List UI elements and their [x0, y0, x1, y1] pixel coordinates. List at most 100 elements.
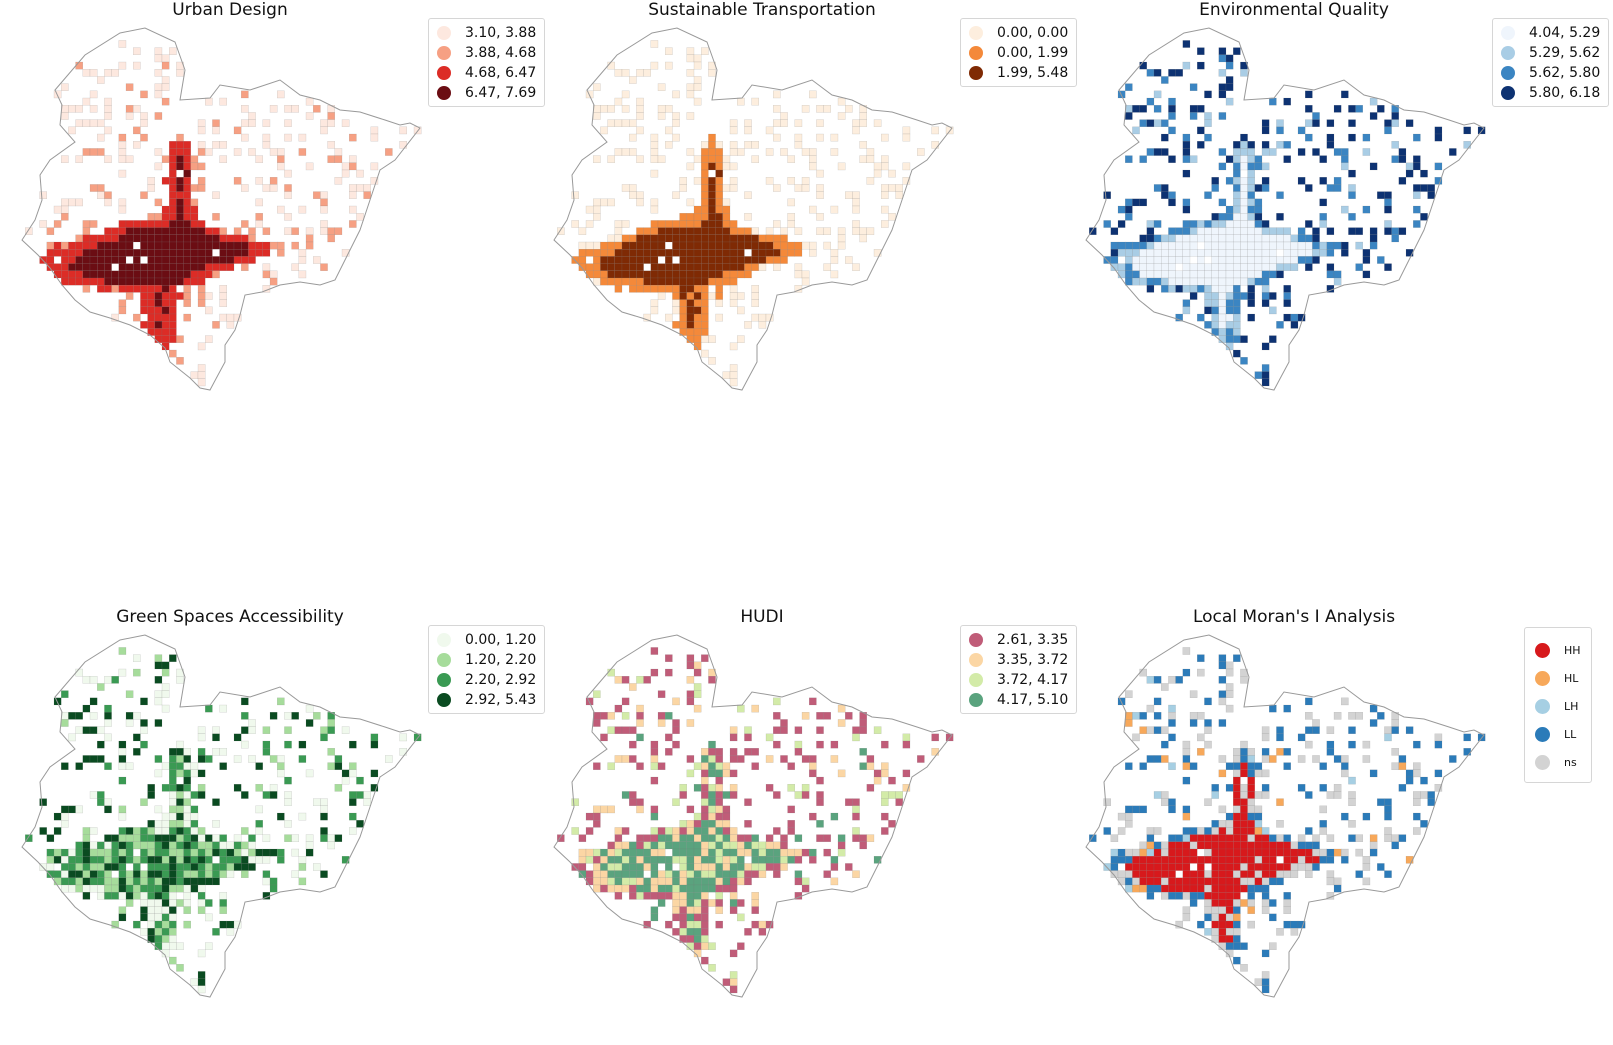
map-cell — [744, 863, 752, 871]
map-cell — [715, 285, 724, 293]
map-cell — [154, 292, 163, 300]
map-cell — [722, 256, 731, 264]
map-cell — [1168, 227, 1176, 236]
map-cell — [320, 220, 328, 228]
map-cell — [1261, 285, 1270, 293]
map-cell — [161, 83, 170, 91]
map-cell — [736, 942, 745, 951]
map-cell — [686, 313, 695, 322]
map-cell — [1232, 191, 1241, 200]
map-cell — [578, 870, 587, 879]
map-cell — [1391, 112, 1400, 120]
map-cell — [147, 299, 156, 308]
map-cell — [657, 690, 666, 698]
map-cell — [46, 248, 55, 257]
map-cell — [1384, 191, 1392, 200]
map-cell — [1132, 805, 1140, 814]
map-cell — [262, 184, 271, 192]
map-cell — [118, 241, 127, 250]
map-cell — [240, 104, 249, 113]
map-cell — [1377, 256, 1385, 264]
map-cell — [212, 726, 220, 734]
map-cell — [1297, 227, 1306, 236]
map-cell — [168, 848, 177, 857]
map-cell — [1139, 848, 1147, 857]
map-cell — [1341, 755, 1349, 763]
map-cell — [643, 270, 651, 279]
map-cell — [183, 155, 192, 164]
map-cell — [1304, 220, 1313, 228]
map-cell — [1384, 805, 1392, 814]
map-cell — [679, 313, 688, 322]
map-cell — [657, 220, 666, 228]
map-cell — [693, 220, 702, 228]
map-cell — [700, 942, 709, 951]
map-cell — [852, 198, 860, 207]
map-cell — [708, 863, 716, 871]
map-cell — [621, 148, 630, 156]
map-cell — [61, 719, 69, 727]
map-cell — [607, 726, 615, 734]
map-cell — [89, 220, 98, 228]
map-cell — [1204, 892, 1212, 900]
map-cell — [736, 292, 745, 300]
map-cell — [39, 798, 47, 807]
map-cell — [1182, 148, 1191, 156]
map-cell — [1160, 892, 1169, 900]
map-cell — [650, 263, 659, 272]
map-cell — [686, 906, 695, 915]
map-cell — [614, 277, 623, 286]
map-cell — [679, 256, 688, 264]
map-cell — [291, 848, 300, 857]
map-cell — [104, 877, 112, 886]
map-cell — [636, 112, 644, 120]
map-cell — [140, 928, 148, 936]
map-cell — [700, 277, 709, 286]
map-cell — [1146, 877, 1155, 886]
map-cell — [197, 906, 206, 915]
map-cell — [161, 935, 170, 943]
map-cell — [1391, 834, 1400, 843]
map-cell — [1449, 755, 1457, 763]
map-cell — [1218, 769, 1227, 778]
map-cell — [96, 76, 105, 84]
map-cell — [284, 834, 292, 843]
map-cell — [161, 855, 170, 864]
map-cell — [1232, 248, 1241, 257]
map-cell — [643, 313, 651, 322]
map-cell — [204, 704, 213, 713]
map-cell — [53, 827, 62, 835]
map-cell — [269, 241, 278, 250]
map-cell — [61, 690, 69, 698]
map-cell — [176, 148, 184, 156]
map-cell — [636, 762, 644, 771]
map-cell — [1175, 270, 1183, 279]
map-cell — [176, 277, 184, 286]
map-cell — [197, 342, 206, 351]
map-cell — [751, 762, 760, 771]
map-cell — [607, 877, 615, 886]
map-cell — [1211, 819, 1220, 828]
map-cell — [313, 191, 321, 200]
map-cell — [1204, 241, 1212, 250]
map-cell — [722, 877, 731, 886]
map-cell — [46, 863, 55, 871]
map-cell — [1348, 191, 1356, 200]
map-cell — [1290, 234, 1299, 243]
legend-label: 4.68, 6.47 — [465, 65, 537, 81]
map-cell — [1218, 899, 1227, 907]
map-cell — [801, 791, 810, 799]
map-cell — [61, 205, 69, 214]
map-cell — [104, 711, 112, 720]
map-cell — [168, 234, 177, 243]
map-cell — [628, 892, 637, 900]
map-cell — [1247, 148, 1256, 156]
map-cell — [1326, 184, 1335, 192]
map-cell — [248, 841, 256, 850]
map-cell — [104, 848, 112, 857]
map-cell — [614, 892, 623, 900]
map-cell — [679, 870, 688, 879]
map-cell — [693, 54, 702, 63]
map-cell — [1125, 212, 1133, 221]
map-cell — [729, 256, 738, 264]
